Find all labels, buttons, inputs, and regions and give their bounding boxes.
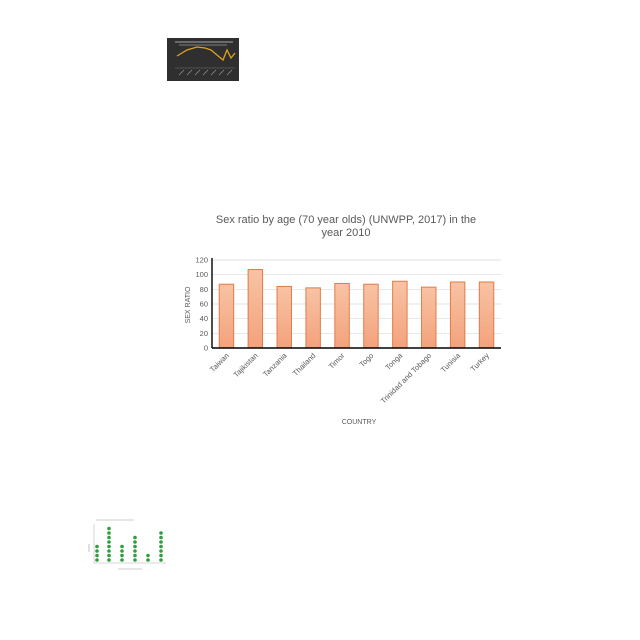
x-tick-label: Trinidad and Tobago [379, 351, 433, 405]
bar-thailand [305, 287, 321, 349]
thumbnail-dot [159, 540, 163, 544]
thumbnail-dot [107, 544, 111, 549]
thumbnail-dot [107, 553, 111, 558]
thumbnail-dot-markers [95, 526, 163, 562]
thumbnail-dot [133, 535, 137, 540]
thumbnail-dot [107, 526, 111, 531]
thumbnail-dot [133, 558, 137, 562]
thumbnail-dot [95, 549, 99, 553]
thumbnail-dot [133, 553, 137, 558]
thumbnail-dot [107, 558, 111, 562]
y-tick-label: 100 [195, 270, 208, 279]
thumbnail-line-chart [167, 38, 239, 81]
thumbnail-dot [159, 558, 163, 562]
thumbnail-dot [120, 553, 124, 558]
x-tick-label: Tajikistan [232, 351, 260, 379]
thumbnail-dot [95, 558, 99, 562]
thumbnail-dot [120, 558, 124, 562]
y-tick-labels: 0 20 40 60 80 100 120 [195, 256, 208, 353]
bar-taiwan [218, 283, 235, 349]
thumbnail-tick-labels [178, 69, 233, 76]
x-tick-label: Togo [357, 351, 375, 369]
bars [218, 269, 495, 349]
thumbnail-dot [120, 544, 124, 549]
thumbnail-dot-chart-svg [88, 519, 166, 570]
bar-tajikistan [247, 269, 264, 349]
x-tick-label: Timor [327, 351, 347, 371]
thumbnail-dot [133, 544, 137, 549]
sex-ratio-bar-chart: Sex ratio by age (70 year olds) (UNWPP, … [185, 214, 501, 426]
thumbnail-line-series [176, 46, 236, 62]
bar-tunisia [449, 281, 466, 349]
chart-title-line-2: year 2010 [322, 227, 371, 239]
y-axis-label: SEX RATIO [185, 286, 192, 323]
y-tick-label: 0 [204, 344, 208, 353]
thumbnail-background [167, 38, 239, 81]
thumbnail-dot [146, 558, 150, 562]
bar-tonga [392, 280, 408, 349]
thumbnail-dot [95, 544, 99, 549]
thumbnail-dot [107, 531, 111, 535]
thumbnail-dot [159, 535, 163, 540]
thumbnail-dot [133, 549, 137, 553]
y-tick-label: 40 [200, 314, 208, 323]
thumbnail-dot [159, 544, 163, 549]
y-tick-label: 60 [200, 300, 208, 309]
chart-title-line-1: Sex ratio by age (70 year olds) (UNWPP, … [216, 214, 476, 226]
thumbnail-dot [107, 535, 111, 540]
bar-timor [334, 282, 350, 349]
y-tick-label: 80 [200, 285, 208, 294]
bar-tanzania [276, 285, 292, 349]
bar-trinidad-and-tobago [421, 286, 437, 349]
thumbnail-line-chart-svg [167, 38, 239, 81]
x-axis-label: COUNTRY [342, 419, 377, 426]
thumbnail-dot [159, 549, 163, 553]
thumbnail-dot [95, 553, 99, 558]
thumbnail-dot [107, 540, 111, 544]
y-tick-label: 20 [200, 329, 208, 338]
x-tick-label: Taiwan [208, 351, 231, 374]
thumbnail-dot [107, 549, 111, 553]
thumbnail-dot [159, 553, 163, 558]
thumbnail-dot [159, 531, 163, 535]
x-tick-label: Turkey [469, 351, 492, 374]
thumbnail-dot [146, 553, 150, 558]
x-tick-label: Tanzania [261, 350, 289, 378]
x-tick-labels: Taiwan Tajikistan Tanzania Thailand Timor Tog… [208, 350, 491, 405]
x-tick-label: Thailand [291, 351, 318, 378]
bar-togo [363, 283, 379, 349]
x-tick-label: Tonga [383, 350, 404, 371]
thumbnail-dot [120, 549, 124, 553]
y-tick-label: 120 [195, 256, 208, 265]
bar-turkey [478, 281, 495, 349]
x-tick-label: Tunisia [439, 350, 463, 374]
thumbnail-dot-chart [88, 516, 168, 572]
axes [211, 258, 501, 349]
thumbnail-dot [133, 540, 137, 544]
